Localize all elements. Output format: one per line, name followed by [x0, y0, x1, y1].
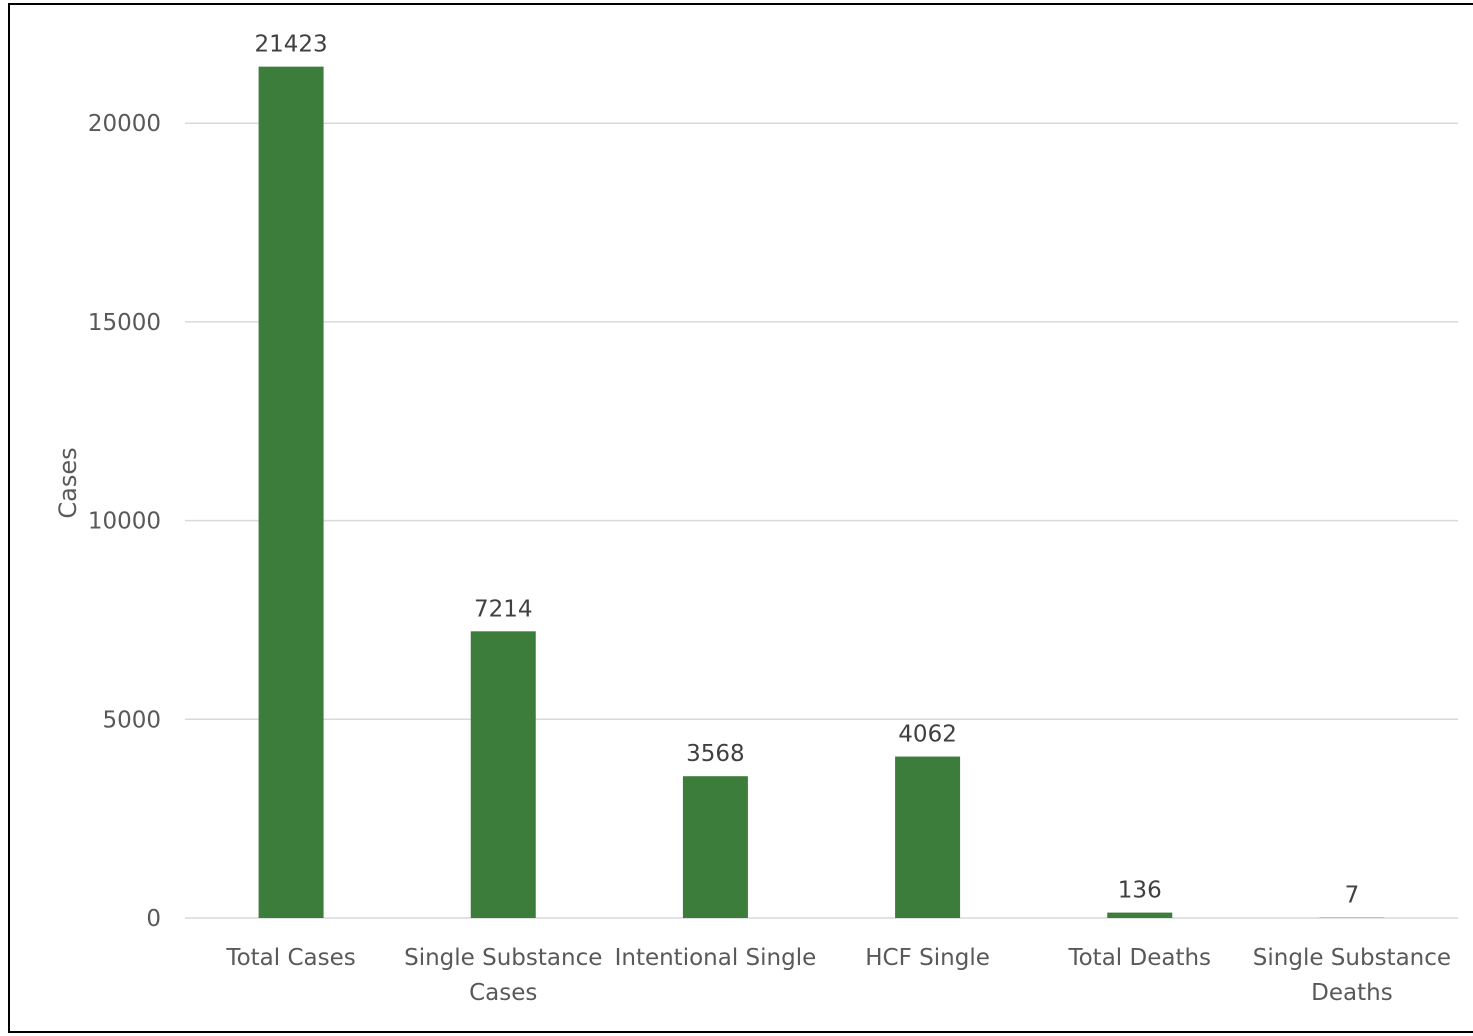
gridlines: [185, 123, 1458, 918]
y-tick-label: 5000: [102, 707, 161, 733]
data-labels: 21423 7214 3568 4062 136 7: [254, 32, 1359, 909]
x-tick-label: Total Cases: [225, 945, 355, 971]
data-label: 21423: [254, 32, 327, 58]
y-tick-label: 20000: [88, 111, 161, 137]
x-tick-label: Intentional Single: [615, 945, 817, 971]
bars: [259, 67, 1385, 918]
bar: [895, 757, 960, 918]
bar: [259, 67, 324, 918]
bar: [471, 631, 536, 918]
data-label: 7: [1345, 883, 1360, 909]
y-tick-label: 10000: [88, 509, 161, 535]
bar: [683, 776, 748, 918]
y-tick-label: 0: [146, 906, 161, 932]
data-label: 136: [1118, 878, 1162, 904]
y-tick-label: 15000: [88, 310, 161, 336]
bar: [1107, 913, 1172, 918]
bar-chart: 0 5000 10000 15000 20000 21423 7214 3568 4062 13…: [10, 5, 1473, 1031]
x-tick-label: HCF Single: [865, 945, 990, 971]
y-axis-ticks: 0 5000 10000 15000 20000: [88, 111, 161, 932]
x-tick-label: Total Deaths: [1067, 945, 1211, 971]
data-label: 3568: [686, 741, 745, 767]
data-label: 4062: [898, 722, 957, 748]
chart-frame: 0 5000 10000 15000 20000 21423 7214 3568 4062 13…: [8, 3, 1473, 1033]
data-label: 7214: [474, 596, 533, 622]
y-axis-title: Cases: [54, 447, 82, 518]
